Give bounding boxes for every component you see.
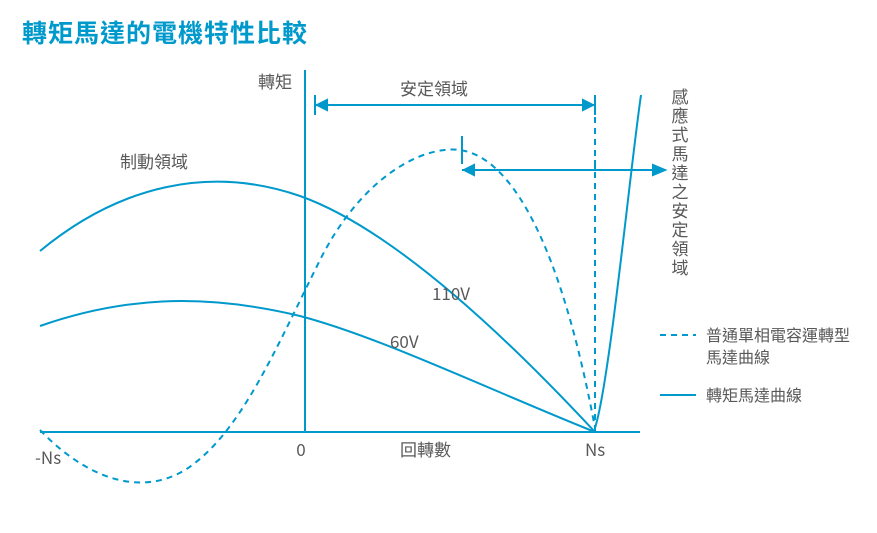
legend-label-dashed-line2: 馬達曲線 (706, 344, 770, 368)
curve-110v-label: 110V (432, 280, 470, 305)
induction-region-arrow-left (464, 165, 474, 175)
stable-region-label: 安定領域 (400, 75, 468, 100)
figure-container: 轉矩馬達的電機特性比較 轉矩 安定領域 制動領域 110V 60V 0 回轉數 … (0, 0, 877, 533)
stable-region-arrow-right (583, 100, 593, 110)
legend-label-dashed-line1: 普通單相電容運轉型 (706, 322, 850, 346)
tick-neg-ns: -Ns (35, 444, 61, 469)
tick-zero: 0 (296, 436, 305, 461)
induction-stable-region-label: 感應式馬達之安定領域 (668, 87, 693, 278)
chart-svg: 轉矩 安定領域 制動領域 110V 60V 0 回轉數 Ns -Ns 感應式馬達… (0, 0, 877, 533)
y-axis-label: 轉矩 (258, 68, 292, 93)
braking-region-label: 制動領域 (120, 148, 188, 173)
curve-60v-label: 60V (390, 328, 419, 353)
legend-label-solid: 轉矩馬達曲線 (706, 382, 802, 406)
curve-60v (40, 301, 595, 432)
stable-region-arrow-left (317, 100, 327, 110)
curve-110v (40, 182, 595, 432)
induction-region-arrow (653, 165, 665, 175)
curve-induction-tail (595, 95, 641, 428)
x-axis-label: 回轉數 (400, 436, 451, 461)
tick-pos-ns: Ns (585, 436, 605, 461)
